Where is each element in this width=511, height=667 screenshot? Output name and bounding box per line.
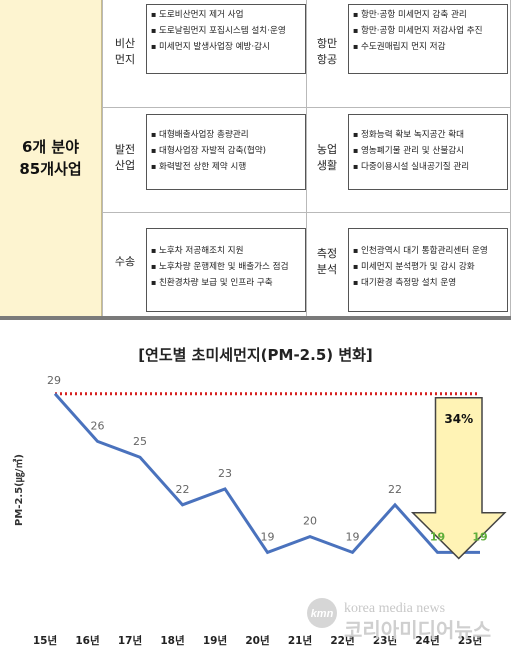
data-label: 19 [472, 530, 487, 543]
sector-items-agriculture: 정화능력 확보 녹지공간 확대 영농폐기물 관리 및 산불감시 다중이용시설 실… [348, 114, 508, 190]
x-tick-label: 24년 [415, 634, 439, 647]
sector-items-transport: 노후차 저공해조치 지원 노후차량 운행제한 및 배출가스 점검 친환경차량 보… [146, 228, 306, 312]
watermark-english: korea media news [344, 601, 445, 616]
sector-label-transport: 수송 [114, 255, 136, 268]
list-item: 항만·공항 미세먼지 저감사업 추진 [353, 23, 504, 39]
list-item: 노후차 저공해조치 지원 [151, 243, 302, 259]
data-label: 19 [261, 530, 275, 543]
sector-label-agriculture: 농업 생활 [316, 143, 338, 172]
sector-items-industry: 대형배출사업장 총량관리 대형사업장 자발적 감축(협약) 화력발전 상한 제약… [146, 114, 306, 190]
x-tick-label: 16년 [75, 634, 99, 647]
list-item: 대형사업장 자발적 감축(협약) [151, 143, 302, 159]
sector-label-measurement: 측정 분석 [316, 247, 338, 276]
data-label: 22 [176, 483, 190, 496]
list-item: 미세먼지 발생사업장 예방·감시 [151, 39, 302, 55]
list-item: 대형배출사업장 총량관리 [151, 127, 302, 143]
x-tick-label: 15년 [33, 634, 57, 647]
summary-panel: 6개 분야 85개사업 [0, 0, 102, 316]
section-divider [0, 316, 511, 320]
data-label: 19 [346, 530, 360, 543]
pm25-line-chart: PM-2.5(㎍/㎥) 34% 29 26 25 22 23 19 20 19 22 19 19 15년 1… [12, 374, 507, 647]
list-item: 미세먼지 분석평가 및 감시 강화 [353, 259, 504, 275]
reduction-label: 34% [444, 412, 473, 426]
x-tick-label: 22년 [330, 634, 354, 647]
sector-label-dust: 비산 먼지 [114, 37, 136, 66]
watermark-logo-text: kmn [311, 608, 334, 620]
summary-line2: 85개사업 [19, 160, 82, 178]
list-item: 정화능력 확보 녹지공간 확대 [353, 127, 504, 143]
list-item: 수도권매립지 먼지 저감 [353, 39, 504, 55]
data-label: 23 [218, 467, 232, 480]
data-label: 25 [133, 435, 147, 448]
reduction-arrow [410, 397, 507, 560]
x-tick-label: 17년 [118, 634, 142, 647]
data-label: 22 [388, 483, 402, 496]
data-label: 26 [91, 419, 105, 432]
watermark-logo-icon [307, 598, 337, 628]
series-line [53, 392, 480, 555]
chart-title: [연도별 초미세먼지(PM-2.5) 변화] [138, 346, 373, 364]
list-item: 도로날림먼지 포집시스템 설치·운영 [151, 23, 302, 39]
table-column-divider [306, 0, 307, 316]
sector-items-port: 항만·공항 미세먼지 감축 관리 항만·공항 미세먼지 저감사업 추진 수도권매… [348, 4, 508, 74]
sector-items-dust: 도로비산먼지 제거 사업 도로날림먼지 포집시스템 설치·운영 미세먼지 발생사… [146, 4, 306, 74]
x-tick-label: 25년 [458, 634, 482, 647]
watermark: kmn korea media news 코리아미디어뉴스 [307, 598, 491, 642]
data-label: 19 [430, 530, 445, 543]
x-tick-label: 21년 [288, 634, 312, 647]
x-tick-label: 19년 [203, 634, 227, 647]
watermark-korean: 코리아미디어뉴스 [344, 618, 491, 642]
list-item: 인천광역시 대기 통합관리센터 운영 [353, 243, 504, 259]
list-item: 친환경차량 보급 및 인프라 구축 [151, 275, 302, 291]
x-tick-label: 20년 [245, 634, 269, 647]
list-item: 화력발전 상한 제약 시행 [151, 159, 302, 175]
row-divider-1 [102, 107, 511, 108]
list-item: 도로비산먼지 제거 사업 [151, 7, 302, 23]
sector-label-industry: 발전 산업 [114, 143, 136, 172]
table-border-left [102, 0, 103, 316]
list-item: 다중이용시설 실내공기질 관리 [353, 159, 504, 175]
x-tick-label: 18년 [160, 634, 184, 647]
row-divider-2 [102, 212, 511, 213]
list-item: 영농폐기물 관리 및 산불감시 [353, 143, 504, 159]
program-table: 6개 분야 85개사업 비산 먼지 도로비산먼지 제거 사업 도로날림먼지 포집… [0, 0, 511, 316]
y-axis-label: PM-2.5(㎍/㎥) [12, 454, 25, 526]
data-label: 20 [303, 515, 317, 528]
summary-line1: 6개 분야 [21, 138, 80, 156]
list-item: 항만·공항 미세먼지 감축 관리 [353, 7, 504, 23]
data-label: 29 [47, 374, 61, 387]
list-item: 노후차량 운행제한 및 배출가스 점검 [151, 259, 302, 275]
list-item: 대기환경 측정망 설치 운영 [353, 275, 504, 291]
x-tick-label: 23년 [373, 634, 397, 647]
sector-label-port: 항만 항공 [316, 37, 338, 66]
sector-items-measurement: 인천광역시 대기 통합관리센터 운영 미세먼지 분석평가 및 감시 강화 대기환… [348, 228, 508, 312]
